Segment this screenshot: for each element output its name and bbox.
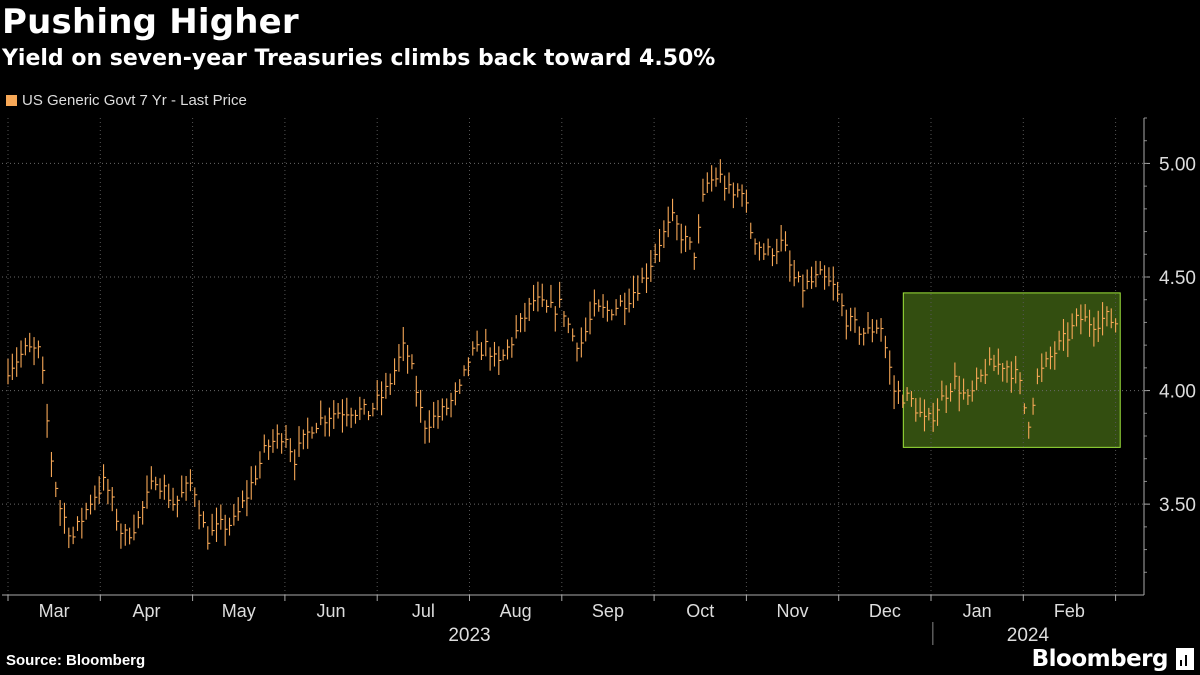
year-label-2024: 2024 [1007,625,1050,646]
source-note: Source: Bloomberg [6,652,146,669]
x-tick-label-feb: Feb [1054,601,1085,621]
y-tick-label: 5.00 [1159,154,1196,175]
chart-title: Pushing Higher [2,2,299,42]
x-tick-label-jun: Jun [317,601,346,621]
x-tick-label-dec: Dec [869,601,901,621]
chart-subtitle: Yield on seven-year Treasuries climbs ba… [2,46,716,71]
legend-swatch [6,95,17,106]
y-tick-label: 4.00 [1159,382,1196,403]
x-tick-label-sep: Sep [592,601,624,621]
y-tick-label: 3.50 [1159,495,1196,516]
legend: US Generic Govt 7 Yr - Last Price [6,92,247,109]
bloomberg-chart-icon [1176,648,1194,670]
x-tick-label-oct: Oct [686,601,714,621]
x-tick-label-may: May [222,601,256,621]
brand-logo: Bloomberg [1031,646,1169,672]
x-tick-label-apr: Apr [132,601,160,621]
legend-label: US Generic Govt 7 Yr - Last Price [22,92,247,109]
x-tick-label-jul: Jul [412,601,435,621]
y-tick-label: 4.50 [1159,268,1196,289]
x-tick-label-jan: Jan [963,601,992,621]
x-tick-label-mar: Mar [39,601,70,621]
x-tick-label-aug: Aug [500,601,532,621]
x-tick-label-nov: Nov [777,601,809,621]
year-label-2023: 2023 [448,625,490,646]
price-series [7,159,1119,550]
